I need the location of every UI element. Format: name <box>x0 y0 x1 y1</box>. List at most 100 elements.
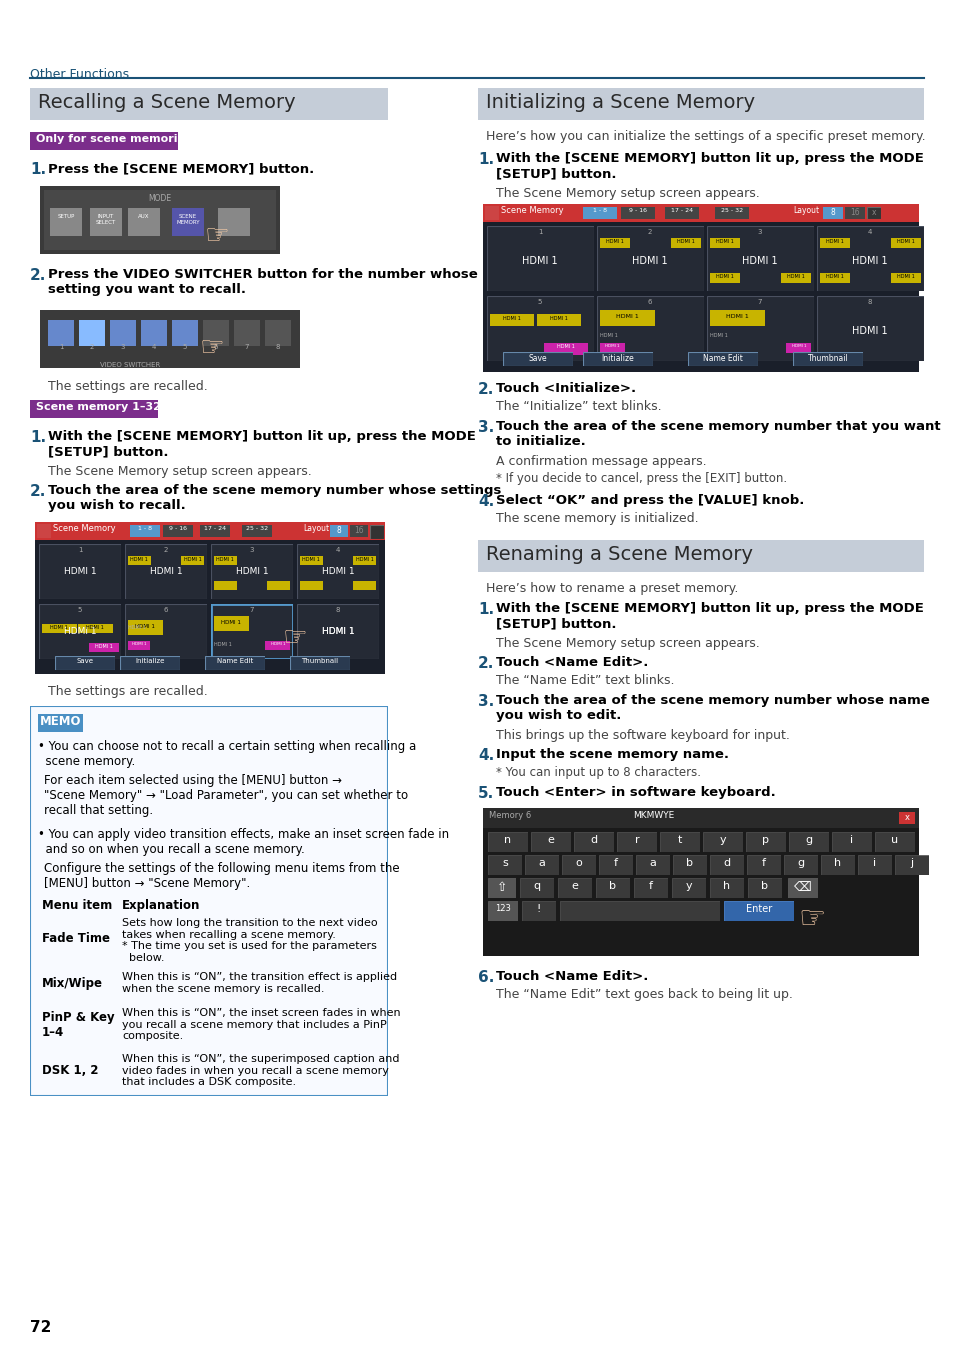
Text: i: i <box>849 836 853 845</box>
Text: Touch <Enter> in software keyboard.: Touch <Enter> in software keyboard. <box>496 786 775 799</box>
Text: Only for scene memories 1–8: Only for scene memories 1–8 <box>36 134 216 144</box>
Text: Save: Save <box>528 354 547 363</box>
Text: ⌫: ⌫ <box>793 882 811 894</box>
Text: b: b <box>686 859 693 868</box>
Text: e: e <box>547 836 554 845</box>
Text: HDMI 1: HDMI 1 <box>184 558 202 562</box>
Text: Here’s how to rename a preset memory.: Here’s how to rename a preset memory. <box>485 582 738 595</box>
Text: g: g <box>797 859 803 868</box>
Text: a: a <box>649 859 656 868</box>
Text: 5.: 5. <box>477 786 494 801</box>
Text: The “Name Edit” text blinks.: The “Name Edit” text blinks. <box>496 674 674 687</box>
Text: Press the VIDEO SWITCHER button for the number whose
setting you want to recall.: Press the VIDEO SWITCHER button for the … <box>48 269 477 296</box>
Text: !: ! <box>537 904 540 914</box>
Text: HDMI 1: HDMI 1 <box>896 274 914 279</box>
Text: h: h <box>834 859 841 868</box>
Text: n: n <box>504 836 511 845</box>
Text: Name Edit: Name Edit <box>216 657 253 664</box>
Text: Initialize: Initialize <box>601 354 634 363</box>
Text: Mix/Wipe: Mix/Wipe <box>42 977 103 991</box>
Text: Other Functions: Other Functions <box>30 68 129 81</box>
Text: INPUT
SELECT: INPUT SELECT <box>95 215 116 225</box>
Text: x: x <box>903 813 908 822</box>
Text: 1: 1 <box>537 230 541 235</box>
Text: MEMO: MEMO <box>40 716 81 728</box>
Text: j: j <box>909 859 913 868</box>
Text: HDMI 1: HDMI 1 <box>851 256 887 266</box>
Text: For each item selected using the [MENU] button →
"Scene Memory" → "Load Paramete: For each item selected using the [MENU] … <box>44 774 408 817</box>
Text: y: y <box>685 882 692 891</box>
Text: With the [SCENE MEMORY] button lit up, press the MODE
[SETUP] button.: With the [SCENE MEMORY] button lit up, p… <box>496 153 923 180</box>
Text: 1: 1 <box>59 344 63 350</box>
Text: HDMI 1: HDMI 1 <box>825 274 843 279</box>
Text: HDMI 1: HDMI 1 <box>716 239 733 244</box>
Text: f: f <box>648 882 652 891</box>
Text: 4: 4 <box>867 230 871 235</box>
Text: A confirmation message appears.: A confirmation message appears. <box>496 455 706 468</box>
Text: HDMI 1: HDMI 1 <box>825 239 843 244</box>
Text: a: a <box>538 859 545 868</box>
Text: Thumbnail: Thumbnail <box>807 354 847 363</box>
Text: 1 - 8: 1 - 8 <box>138 526 152 531</box>
Text: o: o <box>575 859 581 868</box>
Text: Input the scene memory name.: Input the scene memory name. <box>496 748 728 761</box>
Text: HDMI 1: HDMI 1 <box>355 558 374 562</box>
Text: 8: 8 <box>336 526 341 535</box>
Text: g: g <box>804 836 812 845</box>
Text: t: t <box>677 836 681 845</box>
Text: 4.: 4. <box>477 748 494 763</box>
Text: HDMI 1: HDMI 1 <box>716 274 733 279</box>
Text: Sets how long the transition to the next video
takes when recalling a scene memo: Sets how long the transition to the next… <box>122 918 377 963</box>
Text: 1.: 1. <box>477 153 494 167</box>
Text: 72: 72 <box>30 1320 51 1335</box>
Text: AUX: AUX <box>138 215 150 219</box>
Text: HDMI 1: HDMI 1 <box>557 344 575 350</box>
Text: HDMI 1: HDMI 1 <box>321 626 354 636</box>
Text: HDMI 1: HDMI 1 <box>605 239 623 244</box>
Text: p: p <box>761 836 769 845</box>
Text: PinP & Key
1–4: PinP & Key 1–4 <box>42 1011 114 1040</box>
Text: 1 - 8: 1 - 8 <box>593 208 606 213</box>
Text: ☞: ☞ <box>283 624 308 652</box>
Text: Layout: Layout <box>792 207 819 215</box>
Text: HDMI 1: HDMI 1 <box>128 625 146 630</box>
Text: u: u <box>890 836 898 845</box>
Text: 25 - 32: 25 - 32 <box>246 526 268 531</box>
Text: 1.: 1. <box>30 162 46 177</box>
Text: ⇧: ⇧ <box>497 882 507 894</box>
Text: 8: 8 <box>335 608 340 613</box>
Text: HDMI 1: HDMI 1 <box>615 315 638 319</box>
Text: HDMI 1: HDMI 1 <box>86 625 104 630</box>
Text: HDMI 1: HDMI 1 <box>95 644 112 649</box>
Text: HDMI 1: HDMI 1 <box>741 256 777 266</box>
Text: x: x <box>871 208 876 217</box>
Text: HDMI 1: HDMI 1 <box>791 344 805 348</box>
Text: d: d <box>722 859 730 868</box>
Text: Touch <Name Edit>.: Touch <Name Edit>. <box>496 971 648 983</box>
Text: 3.: 3. <box>477 694 494 709</box>
Text: Renaming a Scene Memory: Renaming a Scene Memory <box>485 545 752 564</box>
Text: The Scene Memory setup screen appears.: The Scene Memory setup screen appears. <box>496 637 759 649</box>
Text: • You can choose not to recall a certain setting when recalling a
  scene memory: • You can choose not to recall a certain… <box>38 740 416 768</box>
Text: 4: 4 <box>152 344 156 350</box>
Text: HDMI 1: HDMI 1 <box>632 256 667 266</box>
Text: HDMI 1: HDMI 1 <box>725 315 747 319</box>
Text: 25 - 32: 25 - 32 <box>720 208 742 213</box>
Text: 2.: 2. <box>30 269 47 284</box>
Text: HDMI 1: HDMI 1 <box>135 624 154 629</box>
Text: HDMI 1: HDMI 1 <box>599 333 618 338</box>
Text: Thumbnail: Thumbnail <box>301 657 338 664</box>
Text: q: q <box>533 882 540 891</box>
Text: The scene memory is initialized.: The scene memory is initialized. <box>496 512 698 525</box>
Text: DSK 1, 2: DSK 1, 2 <box>42 1065 98 1077</box>
Text: HDMI 1: HDMI 1 <box>709 333 727 338</box>
Text: The settings are recalled.: The settings are recalled. <box>48 684 208 698</box>
Text: Touch the area of the scene memory number that you want
to initialize.: Touch the area of the scene memory numbe… <box>496 420 940 448</box>
Text: b: b <box>609 882 616 891</box>
Text: HDMI 1: HDMI 1 <box>321 626 354 636</box>
Text: i: i <box>873 859 876 868</box>
Text: Initialize: Initialize <box>135 657 165 664</box>
Text: HDMI 1: HDMI 1 <box>604 344 618 348</box>
Text: Enter: Enter <box>745 904 771 914</box>
Text: The “Name Edit” text goes back to being lit up.: The “Name Edit” text goes back to being … <box>496 988 792 1000</box>
